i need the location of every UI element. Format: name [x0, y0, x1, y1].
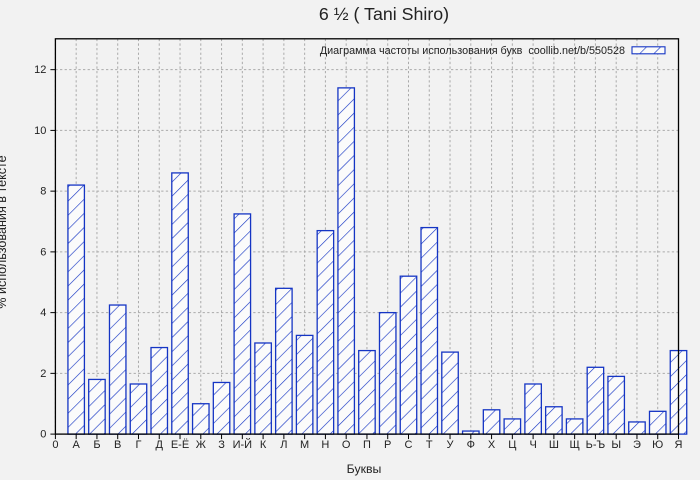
- svg-text:Я: Я: [675, 439, 683, 451]
- svg-text:Ч: Ч: [529, 439, 536, 451]
- svg-text:К: К: [260, 439, 267, 451]
- svg-text:Е-Ё: Е-Ё: [171, 439, 189, 451]
- svg-text:8: 8: [40, 186, 46, 198]
- svg-text:И-Й: И-Й: [233, 438, 252, 451]
- svg-text:У: У: [447, 439, 455, 451]
- svg-text:Ф: Ф: [467, 439, 475, 451]
- svg-text:Л: Л: [280, 439, 287, 451]
- svg-text:В: В: [114, 439, 121, 451]
- svg-text:Щ: Щ: [569, 439, 579, 451]
- svg-text:Ю: Ю: [652, 439, 663, 451]
- svg-text:А: А: [72, 439, 80, 451]
- svg-text:Х: Х: [488, 439, 496, 451]
- svg-text:0: 0: [52, 439, 58, 451]
- svg-text:Э: Э: [633, 439, 641, 451]
- svg-text:Н: Н: [321, 439, 329, 451]
- svg-text:Ж: Ж: [196, 439, 206, 451]
- svg-text:Д: Д: [156, 439, 164, 451]
- svg-text:Ц: Ц: [508, 439, 516, 451]
- svg-text:4: 4: [40, 307, 46, 319]
- svg-text:6: 6: [40, 246, 46, 258]
- svg-text:Ш: Ш: [549, 439, 559, 451]
- svg-text:Ь-Ъ: Ь-Ъ: [586, 439, 606, 451]
- svg-text:С: С: [405, 439, 413, 451]
- svg-text:Р: Р: [384, 439, 391, 451]
- svg-text:З: З: [218, 439, 225, 451]
- svg-text:12: 12: [34, 64, 46, 76]
- svg-text:П: П: [363, 439, 371, 451]
- svg-text:М: М: [300, 439, 309, 451]
- svg-text:0: 0: [40, 429, 46, 441]
- svg-text:О: О: [342, 439, 351, 451]
- svg-text:Ы: Ы: [611, 439, 621, 451]
- svg-text:Диаграмма частоты использовани: Диаграмма частоты использования букв coo…: [320, 45, 625, 57]
- svg-text:Т: Т: [426, 439, 433, 451]
- svg-text:10: 10: [34, 125, 46, 137]
- svg-text:Г: Г: [135, 439, 141, 451]
- svg-text:Б: Б: [93, 439, 100, 451]
- svg-text:2: 2: [40, 368, 46, 380]
